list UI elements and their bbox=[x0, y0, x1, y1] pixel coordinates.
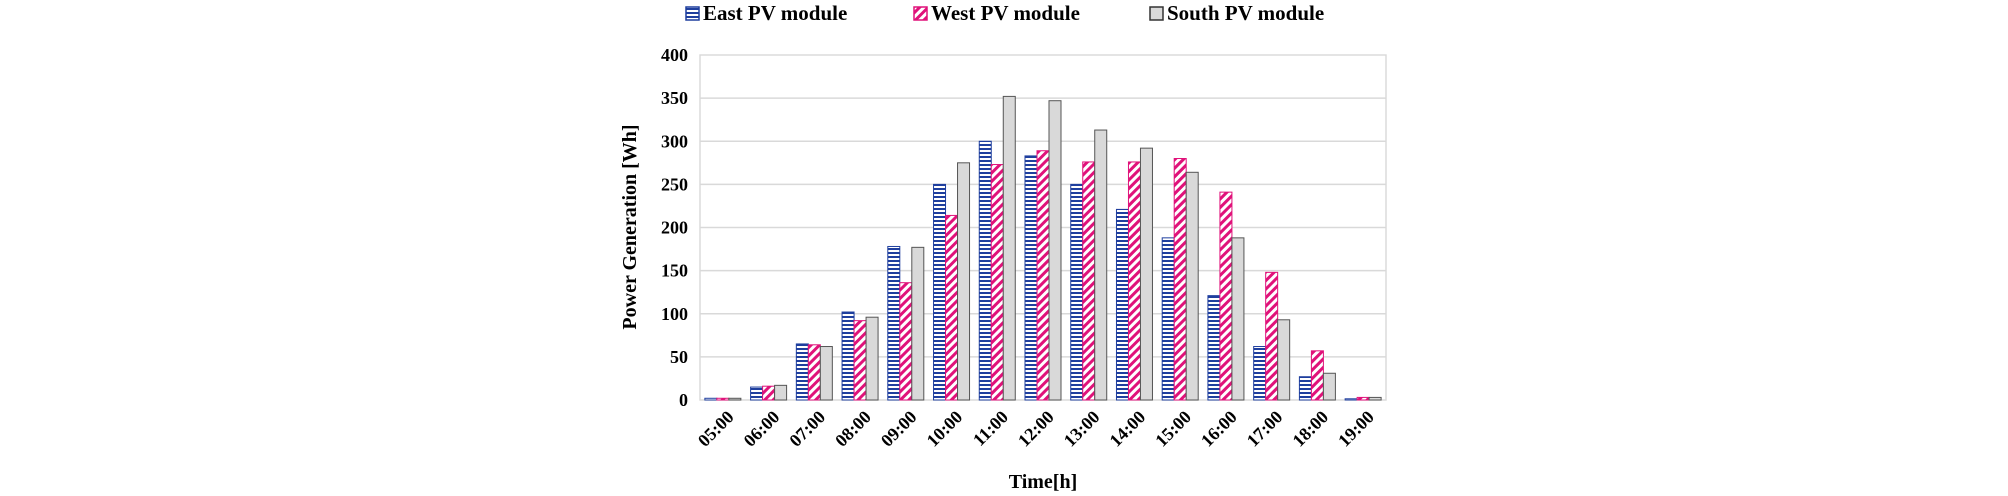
y-tick-label: 100 bbox=[661, 304, 688, 324]
x-tick-label: 11:00 bbox=[969, 407, 1012, 450]
bar-west-1100 bbox=[991, 165, 1003, 400]
bar-south-1500 bbox=[1186, 172, 1198, 400]
bar-west-1300 bbox=[1083, 162, 1095, 400]
legend-swatch-east bbox=[686, 7, 699, 20]
x-tick-label: 15:00 bbox=[1151, 407, 1195, 451]
bar-west-1500 bbox=[1174, 159, 1186, 401]
bar-east-0600 bbox=[751, 387, 763, 400]
bar-west-1900 bbox=[1357, 397, 1369, 400]
x-tick-label: 19:00 bbox=[1334, 407, 1378, 451]
legend-swatch-west bbox=[914, 7, 927, 20]
x-tick-label: 16:00 bbox=[1197, 407, 1241, 451]
bar-south-0500 bbox=[729, 398, 741, 400]
x-tick-label: 06:00 bbox=[740, 407, 784, 451]
bar-west-1400 bbox=[1128, 162, 1140, 400]
legend-swatch-south bbox=[1150, 7, 1163, 20]
bar-east-0700 bbox=[796, 344, 808, 400]
bar-east-0500 bbox=[705, 398, 717, 400]
legend-item-east: East PV module bbox=[686, 1, 847, 25]
bar-south-0900 bbox=[912, 247, 924, 400]
bar-east-1600 bbox=[1208, 296, 1220, 400]
bar-west-1700 bbox=[1266, 272, 1278, 400]
x-axis-ticks: 05:00 06:00 07:00 08:00 09:00 10:00 11:00 12:00… bbox=[694, 407, 1378, 451]
bar-west-0900 bbox=[900, 283, 912, 400]
legend-item-south: South PV module bbox=[1150, 1, 1324, 25]
bar-south-1000 bbox=[958, 163, 970, 400]
x-tick-label: 12:00 bbox=[1014, 407, 1058, 451]
bar-east-1000 bbox=[934, 184, 946, 400]
y-tick-label: 0 bbox=[679, 390, 688, 410]
bar-south-1400 bbox=[1140, 148, 1152, 400]
legend-label-east: East PV module bbox=[703, 1, 847, 25]
bar-west-1000 bbox=[946, 215, 958, 400]
y-tick-label: 300 bbox=[661, 131, 688, 151]
bar-south-0600 bbox=[775, 385, 787, 400]
y-tick-label: 250 bbox=[661, 174, 688, 194]
bar-south-1900 bbox=[1369, 397, 1381, 400]
bar-south-1100 bbox=[1003, 96, 1015, 400]
bar-south-1800 bbox=[1323, 373, 1335, 400]
bar-south-1200 bbox=[1049, 101, 1061, 400]
bar-west-0600 bbox=[763, 386, 775, 400]
bar-south-1600 bbox=[1232, 238, 1244, 400]
bar-east-1200 bbox=[1025, 156, 1037, 400]
y-tick-label: 50 bbox=[670, 347, 688, 367]
bar-east-1100 bbox=[979, 141, 991, 400]
x-tick-label: 18:00 bbox=[1288, 407, 1332, 451]
y-tick-label: 400 bbox=[661, 45, 688, 65]
bar-south-1700 bbox=[1278, 320, 1290, 400]
y-tick-label: 350 bbox=[661, 88, 688, 108]
bar-south-0800 bbox=[866, 317, 878, 400]
x-tick-label: 07:00 bbox=[785, 407, 829, 451]
bar-east-0800 bbox=[842, 312, 854, 400]
x-axis-title: Time[h] bbox=[1009, 471, 1078, 493]
x-tick-label: 05:00 bbox=[694, 407, 738, 451]
x-tick-label: 10:00 bbox=[923, 407, 967, 451]
bar-south-1300 bbox=[1095, 130, 1107, 400]
legend-item-west: West PV module bbox=[914, 1, 1080, 25]
bar-west-1200 bbox=[1037, 151, 1049, 400]
x-tick-label: 17:00 bbox=[1243, 407, 1287, 451]
bar-south-0700 bbox=[820, 347, 832, 400]
bar-east-1500 bbox=[1162, 238, 1174, 400]
y-axis-title: Power Generation [Wh] bbox=[619, 124, 641, 329]
bar-west-0700 bbox=[808, 345, 820, 400]
x-tick-label: 09:00 bbox=[877, 407, 921, 451]
bar-east-1700 bbox=[1254, 347, 1266, 400]
bar-west-0800 bbox=[854, 321, 866, 400]
legend-label-south: South PV module bbox=[1167, 1, 1324, 25]
bar-east-1400 bbox=[1116, 209, 1128, 400]
x-tick-label: 13:00 bbox=[1060, 407, 1104, 451]
y-tick-label: 200 bbox=[661, 218, 688, 238]
legend-label-west: West PV module bbox=[931, 1, 1080, 25]
bar-east-1300 bbox=[1071, 184, 1083, 400]
x-tick-label: 08:00 bbox=[831, 407, 875, 451]
y-tick-label: 150 bbox=[661, 261, 688, 281]
bar-west-1800 bbox=[1311, 351, 1323, 400]
bar-east-0900 bbox=[888, 246, 900, 400]
bar-west-0500 bbox=[717, 398, 729, 400]
x-tick-label: 14:00 bbox=[1105, 407, 1149, 451]
bar-west-1600 bbox=[1220, 192, 1232, 400]
bar-east-1900 bbox=[1345, 399, 1357, 400]
legend: East PV module West PV module South PV m… bbox=[686, 1, 1324, 25]
y-axis-ticks: 0 50 100 150 200 250 300 350 400 bbox=[661, 45, 688, 410]
bar-east-1800 bbox=[1299, 377, 1311, 400]
